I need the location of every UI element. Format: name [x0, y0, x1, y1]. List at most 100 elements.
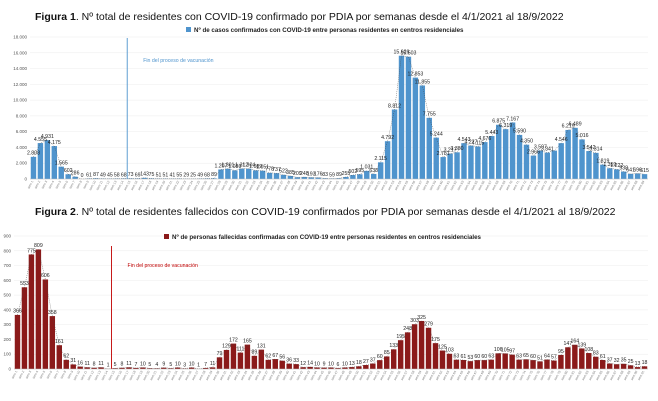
- x-tick-label: sem 60: [435, 180, 444, 191]
- bar: [273, 173, 280, 179]
- x-tick-label: sem 4: [47, 180, 55, 190]
- bar: [49, 316, 56, 369]
- bar: [558, 354, 564, 369]
- y-tick-label: 16.000: [13, 50, 27, 55]
- x-tick-label: sem 45: [316, 370, 325, 381]
- data-label: 4.931: [41, 134, 54, 140]
- bar: [251, 355, 258, 369]
- x-tick-label: sem 44: [324, 180, 333, 191]
- data-label: 13: [349, 361, 355, 367]
- bar: [397, 340, 404, 369]
- bar: [544, 152, 551, 179]
- data-label: 2.115: [374, 156, 387, 162]
- bar: [93, 178, 99, 179]
- data-label: 4.792: [381, 135, 394, 141]
- x-tick-label: sem 29: [220, 180, 229, 191]
- data-label: 25: [628, 359, 634, 365]
- x-tick-label: sem 75: [539, 180, 548, 191]
- bar: [258, 349, 265, 369]
- data-label: 175: [431, 337, 440, 343]
- data-label: 3.542: [582, 145, 595, 151]
- data-label: 1.819: [596, 158, 609, 164]
- x-tick-label: sem 55: [386, 370, 395, 381]
- x-tick-label: sem 8: [59, 370, 67, 380]
- bar: [84, 367, 90, 369]
- bar: [168, 368, 174, 369]
- data-label: 83: [593, 351, 599, 357]
- bar: [558, 143, 564, 179]
- data-label: 51: [537, 355, 543, 361]
- data-label: 10: [328, 361, 334, 367]
- x-tick-label: sem 14: [116, 180, 125, 191]
- bar: [293, 364, 299, 369]
- bar: [495, 353, 501, 369]
- data-label: 8: [121, 362, 124, 368]
- y-tick-label: 8.000: [16, 113, 28, 118]
- data-label: 83: [322, 172, 328, 178]
- data-label: 615: [640, 168, 649, 174]
- x-tick-label: sem 25: [177, 370, 186, 381]
- x-tick-label: sem 11: [79, 370, 88, 381]
- bar: [35, 249, 42, 369]
- x-tick-label: sem 24: [170, 370, 179, 381]
- x-tick-label: sem 41: [288, 370, 297, 381]
- bar: [175, 367, 181, 369]
- data-label: 8: [93, 362, 96, 368]
- data-label: 63: [488, 353, 494, 359]
- y-tick-label: 100: [3, 352, 11, 357]
- data-label: 89: [211, 172, 217, 178]
- x-tick-label: sem 11: [95, 180, 104, 191]
- data-label: 57: [551, 354, 557, 360]
- x-tick-label: sem 69: [498, 180, 507, 191]
- bar: [627, 365, 634, 369]
- data-label: 1.089: [249, 164, 262, 170]
- bar: [634, 367, 641, 369]
- bar: [613, 364, 620, 369]
- data-label: 10: [342, 361, 348, 367]
- data-label: 7: [134, 362, 137, 368]
- data-label: 55: [176, 172, 182, 178]
- bar: [551, 360, 557, 369]
- data-label: 4.227: [464, 139, 477, 145]
- deaths-chart: 0 100 200 300 400 500 600 700 800 900 Nº de person…: [3, 234, 648, 381]
- data-label: 97: [509, 348, 515, 354]
- x-tick-label: sem 16: [114, 370, 123, 381]
- bar: [335, 368, 341, 369]
- data-label: 35: [621, 358, 627, 364]
- bar: [544, 359, 550, 369]
- bar: [607, 168, 613, 179]
- data-label: 12: [300, 361, 306, 367]
- data-label: 10: [314, 361, 320, 367]
- data-label: 4.350: [520, 138, 533, 144]
- x-tick-label: sem 19: [151, 180, 160, 191]
- data-label: 1.222: [610, 163, 623, 169]
- legend-label: Nº de casos confirmados con COVID-19 ent…: [194, 27, 464, 34]
- x-tick-label: sem 24: [185, 180, 194, 191]
- x-tick-label: sem 58: [421, 180, 430, 191]
- x-tick-label: sem 86: [616, 180, 625, 191]
- data-label: 13: [635, 361, 641, 367]
- bar: [627, 173, 634, 179]
- data-label: 1: [197, 363, 200, 369]
- data-label: 553: [20, 281, 29, 287]
- bar: [279, 360, 285, 369]
- x-tick-label: sem 48: [352, 180, 361, 191]
- x-tick-label: sem 34: [255, 180, 264, 191]
- bar: [265, 359, 272, 369]
- x-tick-label: sem 78: [560, 180, 569, 191]
- x-tick-label: sem 59: [414, 370, 423, 381]
- x-tick-label: sem 22: [156, 370, 165, 381]
- data-label: 606: [41, 273, 50, 279]
- data-label: 5: [148, 362, 151, 368]
- y-tick-label: 10.000: [13, 98, 27, 103]
- bar: [530, 155, 537, 179]
- bar: [280, 174, 287, 179]
- data-label: 139: [577, 342, 586, 348]
- x-tick-label: sem 10: [88, 180, 97, 191]
- bar: [475, 146, 481, 179]
- data-label: 60: [377, 354, 383, 360]
- data-label: 129: [222, 344, 231, 350]
- x-tick-label: sem 81: [567, 370, 576, 381]
- data-label: 14: [307, 361, 313, 367]
- data-label: 4.115: [472, 140, 485, 146]
